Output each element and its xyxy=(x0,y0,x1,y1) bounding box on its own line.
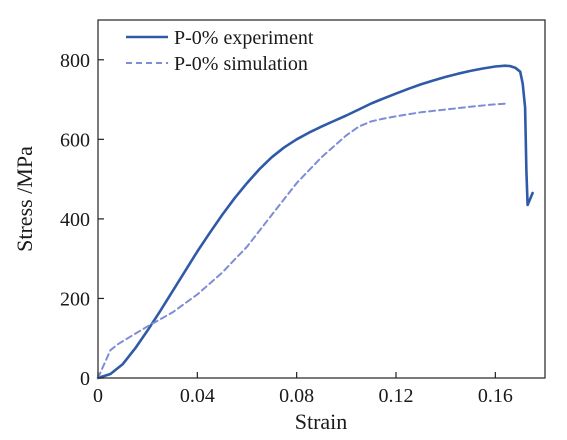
experiment-series-line xyxy=(96,64,534,380)
y-tick-label: 400 xyxy=(60,209,90,231)
legend: P-0% experiment P-0% simulation xyxy=(126,27,314,75)
legend-label: P-0% simulation xyxy=(174,53,308,75)
y-tick-label: 200 xyxy=(60,288,90,310)
y-tick-label: 800 xyxy=(60,50,90,72)
x-tick-label: 0 xyxy=(93,385,103,407)
x-tick-label: 0.12 xyxy=(379,385,414,407)
x-tick-label: 0.08 xyxy=(279,385,314,407)
legend-label: P-0% experiment xyxy=(174,27,314,49)
y-tick-label: 600 xyxy=(60,129,90,151)
y-axis-label: Stress /MPa xyxy=(12,146,37,252)
series-layer xyxy=(96,64,534,380)
axes-layer: 0 0.04 0.08 0.12 0.16 0 200 400 600 800 xyxy=(60,50,513,407)
plot-area xyxy=(97,19,546,379)
x-axis-label: Strain xyxy=(295,409,348,434)
x-tick-label: 0.04 xyxy=(180,385,215,407)
simulation-series-line xyxy=(97,102,509,379)
y-tick-label: 0 xyxy=(80,368,90,390)
x-tick-label: 0.16 xyxy=(478,385,513,407)
plot-frame xyxy=(97,19,546,379)
